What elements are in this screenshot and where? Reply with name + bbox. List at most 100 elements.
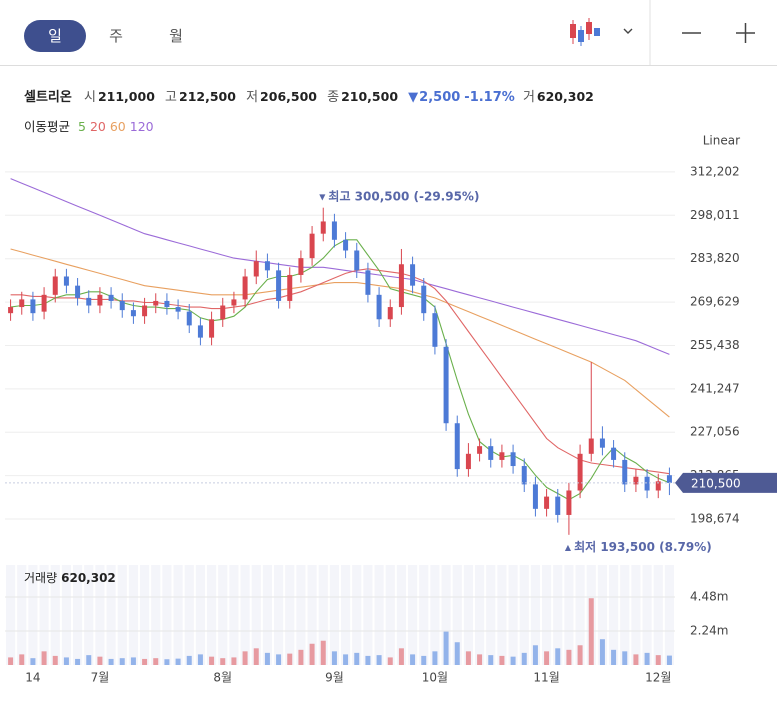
candle-body — [164, 300, 170, 308]
change-marker: ▼ — [408, 90, 419, 105]
volume-bar — [577, 645, 583, 665]
volume-bar — [465, 651, 471, 665]
volume-bg — [50, 565, 60, 665]
volume-bar — [253, 648, 259, 665]
volume-bg — [207, 565, 217, 665]
candle-body — [264, 261, 270, 271]
volume-bg — [274, 565, 284, 665]
x-tick-label: 12월 — [645, 671, 671, 685]
tab[interactable]: 주 — [109, 27, 123, 45]
volume-bg — [486, 565, 496, 665]
volume-bg — [385, 565, 395, 665]
legend-item: 5 — [78, 119, 86, 134]
candle-body — [577, 453, 583, 491]
quote-value: 210,500 — [341, 89, 399, 104]
volume-bg — [307, 565, 317, 665]
volume-bar — [41, 651, 47, 665]
candle-body — [443, 346, 449, 424]
candle-body — [8, 307, 14, 314]
candle-body — [63, 276, 69, 286]
volume-bg — [475, 565, 485, 665]
candle-body — [365, 270, 371, 295]
candle-body — [108, 294, 114, 301]
volume-bar — [19, 654, 25, 665]
volume-bar — [108, 658, 114, 665]
volume-bar — [264, 652, 270, 665]
volume-bar — [454, 642, 460, 665]
annotation-marker: ▲ — [565, 542, 572, 551]
stock-name: 셀트리온 — [24, 90, 72, 105]
volume-title-label: 거래량 — [24, 571, 57, 585]
volume-bar — [398, 648, 404, 665]
quote-label: 저 — [246, 90, 259, 105]
volume-bg — [575, 565, 585, 665]
volume-bg — [352, 565, 362, 665]
volume-bar — [644, 652, 650, 665]
candle-body — [119, 300, 125, 311]
volume-bg — [642, 565, 652, 665]
volume-bar — [63, 657, 69, 665]
scale-button[interactable]: Linear — [703, 134, 740, 148]
y-tick-label: 269,629 — [690, 295, 740, 309]
candle-body — [276, 270, 282, 301]
volume-bg — [341, 565, 351, 665]
volume-bar — [555, 648, 561, 665]
zoom-in[interactable] — [736, 23, 755, 43]
volume-bar — [421, 655, 427, 665]
candle-body — [343, 239, 349, 251]
last-price-label: 210,500 — [691, 476, 741, 490]
candle-body — [19, 299, 25, 308]
volume-bar — [521, 652, 527, 665]
candle-body — [499, 452, 505, 460]
volume-bg — [151, 565, 161, 665]
volume-bg — [184, 565, 194, 665]
candle-body — [666, 475, 672, 483]
candle-body — [86, 297, 92, 306]
x-tick-label: 10월 — [422, 671, 448, 685]
candle-body — [555, 496, 561, 515]
legend-item: 20 — [89, 119, 106, 134]
volume-bg — [519, 565, 529, 665]
y-tick-label: 2.24m — [690, 624, 728, 638]
volume-bg — [240, 565, 250, 665]
volume-bg — [28, 565, 38, 665]
volume-bar — [52, 655, 58, 665]
volume-bg — [6, 565, 16, 665]
volume-bar — [309, 643, 315, 665]
candle-body — [41, 294, 47, 312]
volume-bar — [488, 655, 494, 665]
tab[interactable]: 일 — [24, 20, 86, 52]
volume-bar — [532, 645, 538, 665]
ma-line — [10, 239, 670, 501]
volume-bar — [611, 649, 617, 665]
volume-bar — [130, 657, 136, 665]
y-tick-label: 283,820 — [690, 251, 740, 265]
candle-body — [186, 311, 192, 326]
volume-bar — [153, 658, 159, 665]
volume-bar — [320, 640, 326, 665]
volume-bg — [218, 565, 228, 665]
annotation-marker: ▼ — [319, 192, 326, 201]
volume-title-value: 620,302 — [61, 571, 116, 585]
candle-body — [298, 258, 304, 275]
candle-body — [465, 453, 471, 470]
chart-type-button[interactable] — [570, 18, 633, 46]
y-tick-label: 298,011 — [690, 208, 740, 222]
candle-body — [488, 446, 494, 460]
x-tick-label: 11월 — [533, 671, 559, 685]
volume-bg — [452, 565, 462, 665]
x-tick-label: 8월 — [213, 671, 232, 685]
annotation-text: 최고 300,500 (-29.95%) — [328, 188, 479, 203]
y-tick-label: 227,056 — [690, 425, 740, 439]
volume-bg — [664, 565, 674, 665]
candle-body — [320, 221, 326, 234]
candle-body — [197, 325, 203, 338]
volume-bg — [653, 565, 663, 665]
tab[interactable]: 월 — [169, 27, 183, 45]
volume-bar — [655, 655, 661, 665]
volume-bg — [128, 565, 138, 665]
quote-value: 212,500 — [179, 89, 236, 104]
candle-body — [644, 476, 650, 491]
volume-bar — [588, 598, 594, 665]
